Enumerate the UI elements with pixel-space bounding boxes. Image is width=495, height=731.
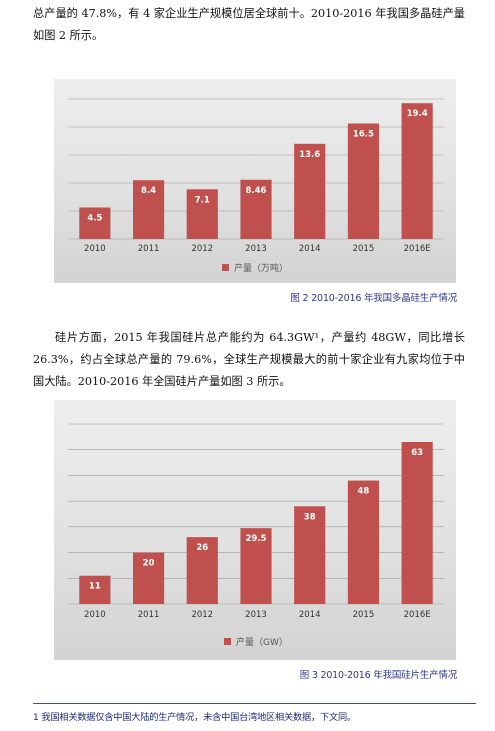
legend-wafer: 产量（GW）: [224, 635, 288, 648]
legend-swatch: [224, 638, 231, 645]
tick-label-2010: 2010: [84, 244, 106, 254]
data-label-2011: 20: [143, 559, 155, 569]
bar-2013: [240, 179, 272, 239]
bar-2010: [79, 207, 111, 239]
bar-2012: [186, 537, 218, 604]
bar-2015: [347, 123, 380, 239]
figure-caption-2: 图 2 2010-2016 年我国多晶硅生产情况: [290, 293, 457, 304]
data-label-2010: 11: [89, 582, 101, 592]
chart-wafer-output: 11 2010 20 2011 26 2012 29.5 2013 38 2014 48 2015 63…: [54, 400, 456, 660]
tick-label-2012: 2012: [191, 610, 213, 620]
tick-label-2013: 2013: [245, 244, 267, 254]
bar-2012: [186, 189, 218, 239]
tick-label-2014: 2014: [299, 610, 321, 620]
tick-label-2012: 2012: [191, 244, 213, 254]
data-label-2013: 29.5: [246, 534, 267, 544]
footnote: 1 我国相关数据仅含中国大陆的生产情况，未含中国台湾地区相关数据，下文同。: [33, 712, 356, 723]
bar-2011: [132, 552, 165, 604]
data-label-2012: 26: [196, 543, 208, 553]
tick-label-2014: 2014: [299, 244, 321, 254]
data-label-2016E: 19.4: [407, 109, 428, 119]
bar-2011: [132, 180, 165, 239]
chart-wafer-svg: 11 2010 20 2011 26 2012 29.5 2013 38 2014 48 2015 63…: [68, 423, 444, 620]
bar-2016E: [401, 103, 433, 239]
legend-polysilicon: 产量（万吨）: [222, 261, 288, 274]
tick-label-2015: 2015: [353, 610, 375, 620]
data-label-2010: 4.5: [87, 214, 102, 224]
data-label-2012: 7.1: [195, 195, 210, 205]
data-label-2016E: 63: [411, 448, 423, 458]
tick-label-2011: 2011: [138, 610, 160, 620]
bar-2015: [347, 480, 380, 604]
tick-label-2015: 2015: [353, 244, 375, 254]
bar-2016E: [401, 442, 433, 604]
footnote-divider: [33, 703, 476, 704]
bar-2010: [79, 575, 111, 604]
data-label-2014: 38: [304, 512, 316, 522]
data-label-2011: 8.4: [141, 186, 156, 196]
tick-label-2011: 2011: [138, 244, 160, 254]
data-label-2015: 48: [358, 487, 370, 497]
tick-label-2010: 2010: [84, 610, 106, 620]
data-label-2013: 8.46: [246, 186, 267, 196]
bar-2013: [240, 528, 272, 604]
paragraph-polysilicon: 总产量的 47.8%，有 4 家企业生产规模位居全球前十。2010-2016 年…: [33, 7, 465, 42]
legend-label: 产量（GW）: [236, 638, 288, 648]
legend-label: 产量（万吨）: [234, 264, 289, 274]
bar-2014: [294, 506, 326, 604]
chart-polysilicon-svg: 4.5 2010 8.4 2011 7.1 2012 8.46 2013 13.6 2014 16.…: [68, 98, 444, 254]
legend-swatch: [222, 264, 229, 271]
data-label-2014: 13.6: [299, 150, 320, 160]
tick-label-2013: 2013: [245, 610, 267, 620]
tick-label-2016E: 2016E: [404, 610, 431, 620]
chart-polysilicon-output: 4.5 2010 8.4 2011 7.1 2012 8.46 2013 13.6 2014 16.…: [54, 79, 456, 283]
paragraph-wafer: 硅片方面，2015 年我国硅片总产能约为 64.3GW¹，产量约 48GW，同比…: [33, 331, 465, 388]
data-label-2015: 16.5: [353, 130, 374, 140]
tick-label-2016E: 2016E: [404, 244, 431, 254]
figure-caption-3: 图 3 2010-2016 年我国硅片生产情况: [299, 670, 457, 681]
bar-2014: [294, 143, 326, 239]
